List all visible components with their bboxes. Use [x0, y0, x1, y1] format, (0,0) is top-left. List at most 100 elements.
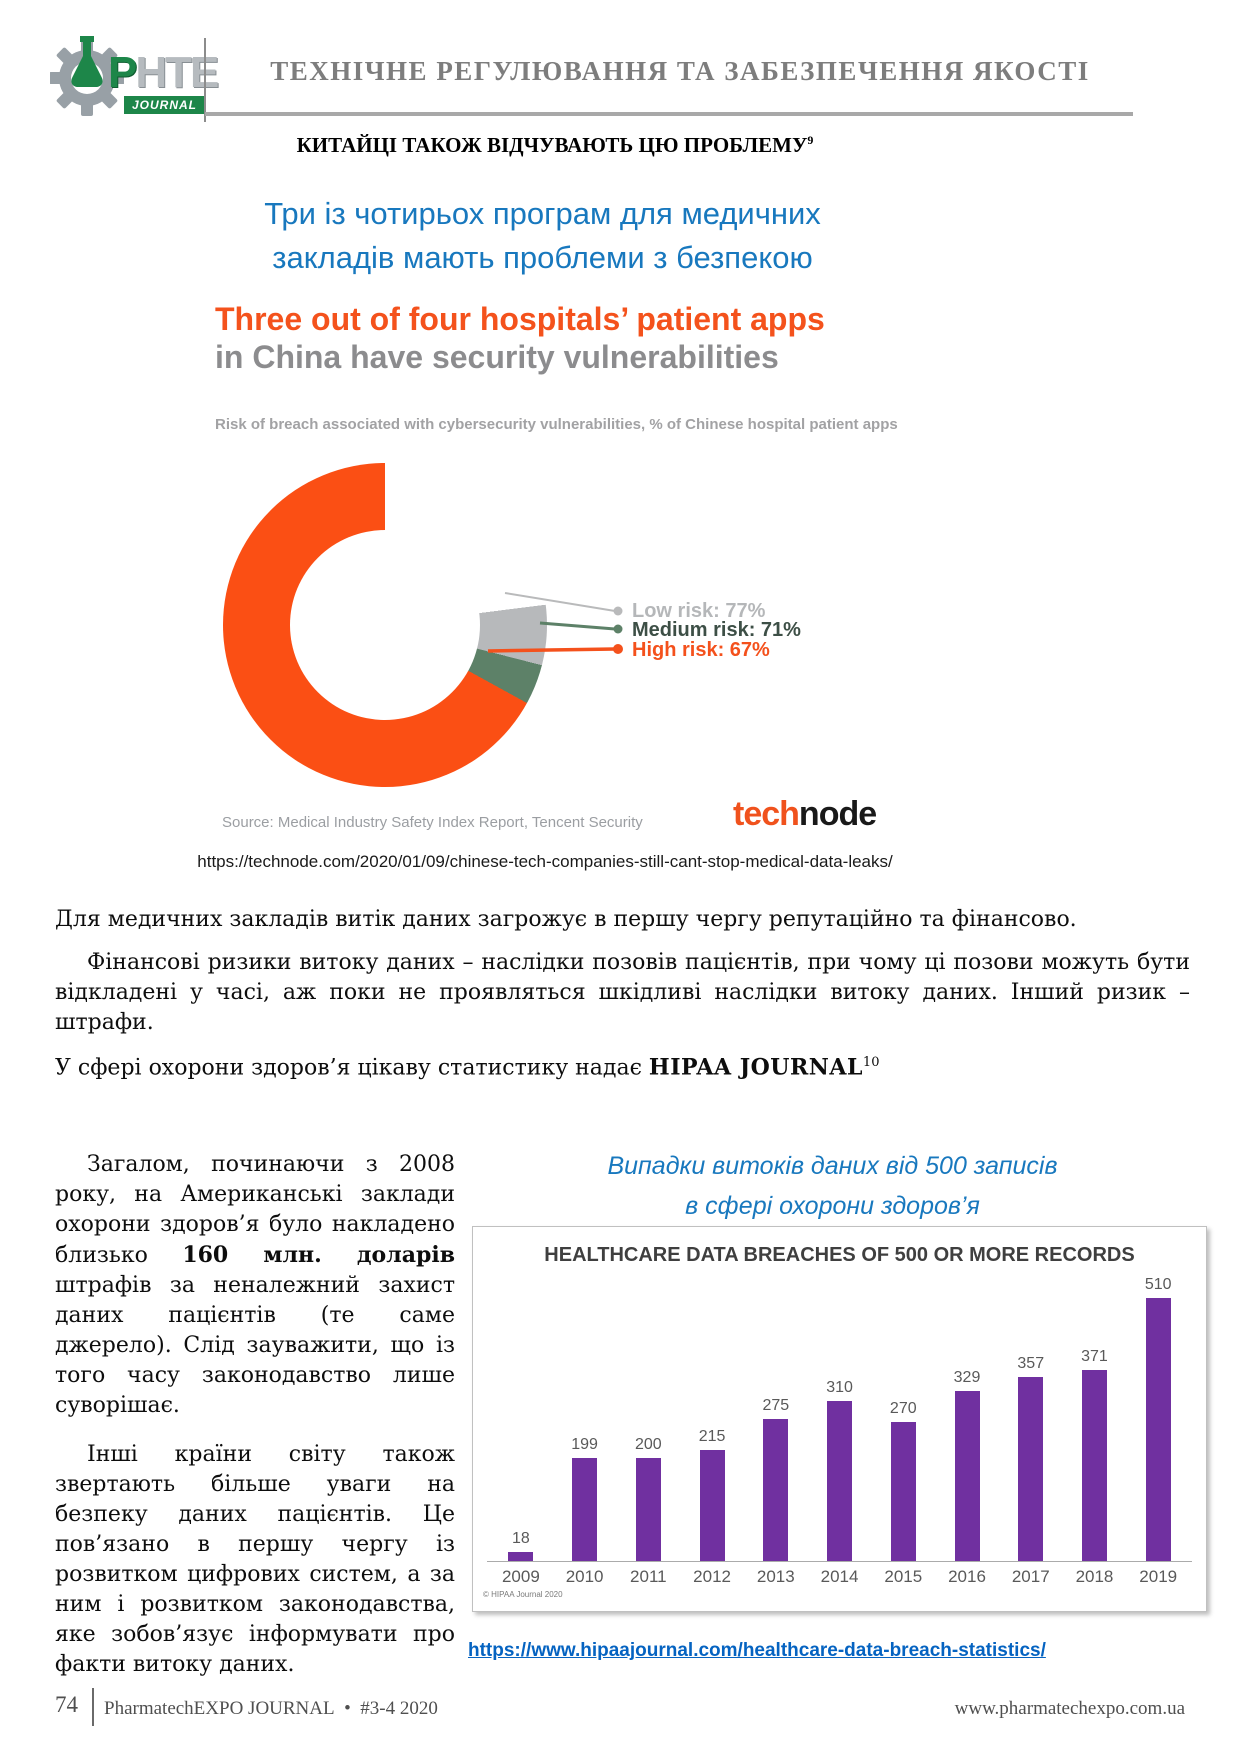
bar-column: 310 [808, 1379, 872, 1561]
bar-heading-line1: Випадки витоків даних від 500 записів [607, 1152, 1058, 1180]
x-axis-label: 2013 [756, 1567, 795, 1586]
figure-heading-line1: Три із чотирьох програм для медичних [264, 196, 821, 231]
footer-journal-name: PharmatechEXPO JOURNAL [104, 1698, 335, 1719]
technode-logo-node: node [798, 795, 877, 833]
bar-column: 371 [1063, 1348, 1127, 1561]
section-heading-text: КИТАЙЦІ ТАКОЖ ВІДЧУВАЮТЬ ЦЮ ПРОБЛЕМУ [296, 133, 808, 157]
paragraph-1: Для медичних закладів витік даних загрож… [55, 907, 1077, 932]
donut-label-low: Low risk: 77% [632, 600, 766, 622]
chart-copyright: © HIPAA Journal 2020 [483, 1590, 563, 1599]
technode-url-link[interactable]: https://technode.com/2020/01/09/chinese-… [197, 852, 893, 871]
gear-flask-logo-icon [49, 36, 125, 116]
bar-column: 215 [680, 1428, 744, 1561]
bars-row: 18 199 200 215 275 310 270 329 357 371 510 [473, 1267, 1206, 1561]
donut-title-gray: in China have security vulnerabilities [215, 339, 779, 375]
bar-column: 200 [616, 1436, 680, 1561]
bar-heading-line2: в сфері охорони здоров’я [685, 1192, 980, 1220]
x-axis-line [487, 1561, 1192, 1562]
bar-value-label: 329 [953, 1369, 981, 1386]
x-axis-label: 2014 [820, 1567, 859, 1586]
donut-hole [290, 530, 480, 720]
fines-amount-bold: 160 млн. доларів [182, 1242, 455, 1268]
bar [635, 1458, 661, 1561]
bar-chart-title: HEALTHCARE DATA BREACHES OF 500 OR MORE … [544, 1244, 1135, 1266]
bar-column: 329 [935, 1369, 999, 1561]
donut-source: Source: Medical Industry Safety Index Re… [222, 814, 643, 831]
footer-divider [92, 1688, 94, 1726]
years-row: 2009 2010 2011 2012 2013 2014 2015 2016 2017 2018… [473, 1567, 1206, 1587]
x-axis-label: 2018 [1075, 1567, 1114, 1586]
bar-value-label: 510 [1144, 1276, 1172, 1293]
donut-figure-subtitle: Risk of breach associated with cybersecu… [215, 416, 898, 433]
donut-figure-title: Three out of four hospitals’ patient app… [215, 300, 825, 376]
left-column: Загалом, починаючи з 2008 року, на Амери… [55, 1150, 455, 1699]
left-column-paragraph-2: Інші країни світу також звертають більше… [55, 1442, 455, 1677]
bar [954, 1391, 980, 1561]
left-p1-before: Загалом, починаючи з 2008 року, на Амери… [55, 1152, 455, 1268]
left-p1-after: штрафів за неналежний захист даних паціє… [55, 1273, 455, 1418]
bar [699, 1450, 725, 1561]
x-axis-label: 2012 [693, 1567, 731, 1586]
x-axis-label: 2015 [884, 1567, 923, 1586]
paragraph-3-text: У сфері охорони здоров’я цікаву статисти… [55, 1055, 649, 1081]
bar [508, 1552, 534, 1561]
page-number: 74 [55, 1692, 78, 1717]
bar-value-label: 215 [698, 1428, 726, 1445]
bar [572, 1458, 598, 1561]
x-axis-label: 2010 [565, 1567, 604, 1586]
footer-journal-info: PharmatechEXPO JOURNAL • #3-4 2020 [104, 1698, 438, 1720]
bar [890, 1422, 916, 1561]
logo-wordmark: PHTE [108, 48, 219, 98]
bar-value-label: 18 [511, 1530, 530, 1547]
bar-chart: HEALTHCARE DATA BREACHES OF 500 OR MORE … [472, 1226, 1207, 1612]
paragraph-2: Фінансові ризики витоку даних – наслідки… [55, 950, 1190, 1035]
bar-value-label: 270 [889, 1400, 917, 1417]
donut-title-orange: Three out of four hospitals’ patient app… [215, 301, 825, 337]
footer-issue: #3-4 2020 [360, 1698, 438, 1719]
bar-figure-heading-uk: Випадки витоків даних від 500 записів в … [460, 1146, 1205, 1226]
bar [1018, 1377, 1044, 1561]
logo-letter-p: P [108, 48, 137, 97]
bar [827, 1401, 853, 1561]
journal-logo [49, 32, 210, 124]
bar-column: 357 [999, 1355, 1063, 1561]
paragraph-3: У сфері охорони здоров’я цікаву статисти… [55, 1048, 1190, 1083]
logo-journal-badge: JOURNAL [124, 96, 206, 114]
bar-value-label: 310 [826, 1379, 853, 1396]
left-column-paragraph-1: Загалом, починаючи з 2008 року, на Амери… [55, 1150, 455, 1421]
bar-value-label: 371 [1081, 1348, 1108, 1365]
x-axis-label: 2017 [1011, 1567, 1050, 1586]
header-divider [204, 38, 206, 122]
bar-value-label: 200 [634, 1436, 662, 1453]
header-title: ТЕХНІЧНЕ РЕГУЛЮВАННЯ ТА ЗАБЕЗПЕЧЕННЯ ЯКО… [270, 56, 1090, 86]
x-axis-label: 2016 [948, 1567, 986, 1586]
section-heading: КИТАЙЦІ ТАКОЖ ВІДЧУВАЮТЬ ЦЮ ПРОБЛЕМУ9 [0, 133, 1110, 158]
technode-logo-tech: tech [733, 795, 800, 833]
donut-label-high: High risk: 67% [632, 639, 770, 661]
footnote-ref-9: 9 [807, 133, 814, 147]
hipaa-journal-bold: HIPAA JOURNAL [648, 1054, 863, 1081]
hipaa-url-link[interactable]: https://www.hipaajournal.com/healthcare-… [468, 1640, 1046, 1661]
bar [1081, 1370, 1107, 1561]
donut-label-medium: Medium risk: 71% [632, 619, 801, 641]
footnote-ref-10: 10 [862, 1055, 880, 1070]
bar-column: 199 [553, 1436, 617, 1561]
x-axis-label: 2011 [630, 1567, 667, 1586]
bar [1145, 1298, 1171, 1561]
donut-chart [223, 463, 547, 787]
bar-value-label: 357 [1017, 1355, 1045, 1372]
x-axis-label: 2009 [501, 1567, 540, 1586]
footer-bullet: • [344, 1698, 351, 1719]
bar-value-label: 275 [762, 1397, 790, 1414]
bar-column: 275 [744, 1397, 808, 1561]
bar-column: 270 [871, 1400, 935, 1561]
technode-logo: technode [733, 795, 877, 834]
header-rule [205, 112, 1133, 116]
bar-column: 510 [1126, 1276, 1190, 1561]
figure-heading-uk: Три із чотирьох програм для медичних зак… [0, 192, 1085, 280]
figure-heading-line2: закладів мають проблеми з безпекою [272, 240, 813, 275]
leader-lines [487, 592, 623, 654]
bar-column: 18 [489, 1530, 553, 1561]
footer-website: www.pharmatechexpo.com.ua [954, 1698, 1185, 1719]
